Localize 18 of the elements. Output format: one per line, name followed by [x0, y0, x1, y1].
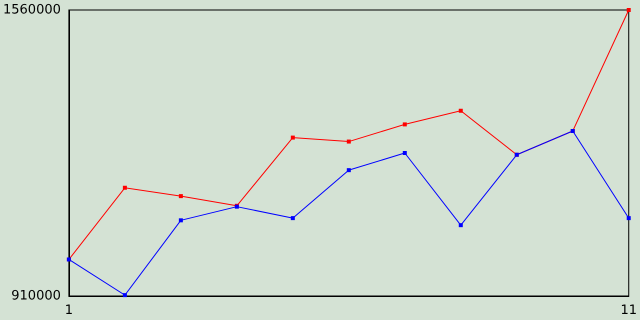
- point: [458, 108, 463, 113]
- point: [458, 223, 463, 228]
- point: [178, 218, 183, 222]
- point: [122, 186, 127, 190]
- point: [626, 8, 631, 12]
- y-tick-label: 910000: [11, 288, 61, 304]
- point: [626, 216, 631, 220]
- point: [346, 168, 351, 172]
- y-tick-label: 1560000: [2, 2, 61, 18]
- point: [346, 140, 351, 144]
- point: [402, 151, 407, 155]
- x-tick-label: 1: [64, 303, 74, 318]
- point: [290, 216, 295, 220]
- x-tick-label: 11: [620, 303, 637, 318]
- point: [290, 136, 295, 140]
- point: [178, 194, 183, 198]
- point: [122, 293, 127, 298]
- point: [402, 122, 407, 126]
